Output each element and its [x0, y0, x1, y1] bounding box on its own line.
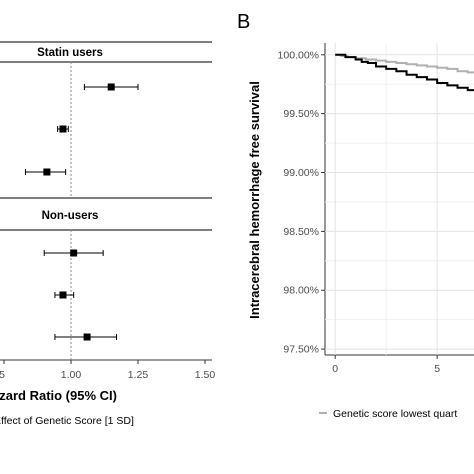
survival-lines	[335, 53, 474, 92]
survival-x-tick-label: 5	[434, 363, 440, 375]
hr-point	[83, 333, 91, 341]
survival-y-axis-title: Intracerebral hemorrhage free survival	[247, 81, 262, 319]
survival-y-tick-label: 97.50%	[283, 344, 319, 356]
survival-y-tick-label: 98.50%	[283, 226, 319, 238]
forest-marks	[24, 83, 139, 341]
forest-x-tick-label: 1.50	[195, 369, 216, 381]
group-label: Non-users	[42, 210, 99, 222]
forest-x-tick-label: 5	[0, 369, 5, 381]
survival-y-ticks: 97.50% 98.00% 98.50% 99.00% 99.50% 100.00%	[278, 49, 325, 356]
group-strips: Statin users Non-users	[0, 41, 212, 361]
forest-x-ticks: 5 1.00 1.25 1.50	[0, 360, 215, 381]
group-label: Statin users	[37, 47, 103, 59]
survival-grid	[324, 43, 474, 356]
hr-point	[43, 168, 51, 176]
forest-x-axis-title: azard Ratio (95% CI)	[0, 388, 117, 403]
panel-letter-b: B	[237, 11, 250, 33]
survival-line-comparison	[335, 53, 474, 92]
forest-plot-panel: Statin users Non-users 5 1.00 1.25 1.50 azar…	[0, 41, 215, 427]
forest-legend-text: Effect of Genetic Score [1 SD]	[0, 415, 134, 427]
survival-y-tick-label: 98.00%	[283, 285, 319, 297]
survival-y-tick-label: 99.00%	[283, 167, 319, 179]
hr-point	[59, 291, 67, 299]
survival-x-tick-label: 0	[332, 363, 338, 375]
survival-panel: B 97.50%98.00%98.50%99.00%99.50%100.00% …	[237, 11, 474, 420]
survival-y-tick-label: 100.00%	[278, 49, 319, 61]
hr-point	[70, 249, 78, 257]
hr-point	[59, 125, 67, 133]
survival-legend: Genetic score lowest quart	[319, 408, 457, 420]
legend-label: Genetic score lowest quart	[333, 408, 457, 420]
forest-x-tick-label: 1.00	[61, 369, 82, 381]
survival-y-tick-label: 99.50%	[283, 108, 319, 120]
hr-point	[107, 83, 115, 91]
forest-x-tick-label: 1.25	[128, 369, 149, 381]
